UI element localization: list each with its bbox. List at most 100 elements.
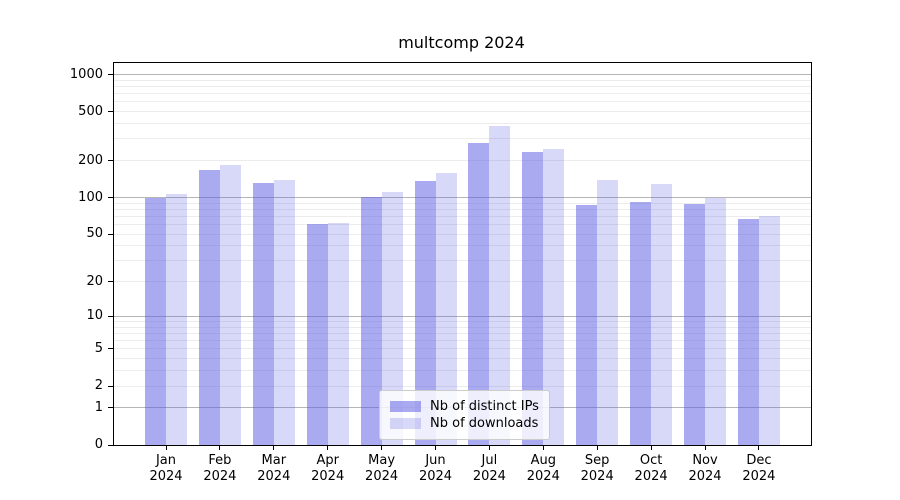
y-tick	[108, 281, 114, 283]
y-tick-label: 100	[78, 189, 103, 205]
bar-nb-of-distinct-ips	[630, 201, 652, 445]
gridline-minor	[114, 208, 811, 210]
gridline-minor	[114, 340, 811, 342]
x-tick	[650, 445, 652, 450]
bar-nb-of-distinct-ips	[252, 182, 274, 445]
gridline-minor	[114, 321, 811, 323]
y-tick-label: 20	[86, 273, 103, 289]
y-tick	[108, 74, 114, 76]
gridline-minor	[114, 385, 811, 387]
x-tick-year: 2024	[418, 468, 453, 484]
gridline-minor	[114, 358, 811, 360]
x-tick-year: 2024	[580, 468, 614, 484]
x-tick-label: Nov 2024	[675, 453, 735, 485]
y-tick	[108, 111, 114, 113]
x-tick-label: Jun 2024	[406, 453, 466, 485]
x-tick-year: 2024	[149, 468, 183, 484]
gridline-minor	[114, 202, 811, 204]
y-tick-label: 2	[94, 378, 103, 394]
x-tick-month: Nov	[692, 453, 718, 468]
x-tick	[381, 445, 383, 450]
bar-nb-of-distinct-ips	[145, 197, 166, 445]
bar-nb-of-downloads	[543, 148, 565, 445]
gridline-minor	[114, 281, 811, 283]
bar-nb-of-downloads	[327, 222, 349, 445]
y-tick-label: 5	[94, 340, 103, 356]
x-tick-year: 2024	[203, 468, 237, 484]
gridline-minor	[114, 245, 811, 247]
bar-nb-of-downloads	[489, 125, 511, 445]
bar-nb-of-downloads	[273, 179, 295, 445]
x-tick-month: Dec	[746, 453, 772, 468]
gridline-major	[114, 74, 811, 76]
bar-nb-of-downloads	[381, 192, 403, 445]
legend-swatch-icon	[390, 401, 421, 412]
x-tick-label: Aug 2024	[513, 453, 573, 485]
gridline-major	[114, 197, 811, 199]
bar-nb-of-distinct-ips	[684, 204, 705, 445]
gridline-minor	[114, 93, 811, 95]
x-tick-label: Sep 2024	[567, 453, 627, 485]
bar-nb-of-distinct-ips	[198, 169, 220, 445]
bar-nb-of-distinct-ips	[360, 196, 382, 445]
y-tick	[108, 233, 114, 235]
x-tick-month: Feb	[208, 453, 232, 468]
x-tick-label: Jan 2024	[136, 453, 196, 485]
gridline-minor	[114, 160, 811, 162]
x-tick-label: Dec 2024	[729, 453, 789, 485]
y-tick-label: 50	[86, 226, 103, 242]
gridline-minor	[114, 85, 811, 87]
bar-nb-of-distinct-ips	[468, 142, 490, 445]
bar-nb-of-downloads	[166, 194, 187, 445]
gridline-minor	[114, 332, 811, 334]
y-tick-label: 10	[86, 308, 103, 324]
bar-nb-of-downloads	[597, 179, 619, 445]
bar-nb-of-distinct-ips	[576, 204, 598, 445]
chart-title: multcomp 2024	[398, 33, 525, 52]
x-tick-year: 2024	[688, 468, 722, 484]
x-tick-month: Oct	[639, 453, 663, 468]
x-tick	[435, 445, 436, 450]
gridline-minor	[114, 123, 811, 125]
bar-nb-of-downloads	[758, 215, 780, 445]
x-tick	[488, 445, 490, 450]
x-tick-year: 2024	[257, 468, 291, 484]
bar-nb-of-downloads	[705, 197, 726, 445]
x-tick-month: Jul	[481, 453, 498, 468]
y-tick-label: 1	[94, 399, 103, 415]
x-tick-month: Apr	[316, 453, 339, 468]
x-tick-year: 2024	[365, 468, 399, 484]
gridline-minor	[114, 111, 811, 113]
x-tick	[165, 445, 167, 450]
y-tick-label: 1000	[69, 66, 103, 82]
x-tick	[219, 445, 221, 450]
gridline-minor	[114, 370, 811, 372]
gridline-minor	[114, 215, 811, 217]
legend-box: Nb of distinct IPs Nb of downloads	[379, 390, 550, 440]
x-tick-month: May	[368, 453, 396, 468]
x-tick-month: Sep	[584, 453, 610, 468]
bar-nb-of-downloads	[435, 172, 457, 445]
gridline-minor	[114, 138, 811, 140]
x-tick-label: Oct 2024	[621, 453, 681, 485]
bar-nb-of-downloads	[219, 164, 241, 445]
bar-nb-of-downloads	[651, 183, 673, 445]
x-tick-year: 2024	[472, 468, 506, 484]
bar-nb-of-distinct-ips	[306, 223, 328, 445]
legend-label: Nb of distinct IPs	[430, 399, 539, 414]
x-tick-label: Mar 2024	[244, 453, 304, 485]
y-tick	[108, 444, 114, 446]
gridline-minor	[114, 101, 811, 103]
x-tick	[758, 445, 760, 450]
y-tick-label: 0	[94, 437, 103, 452]
legend-item: Nb of distinct IPs	[390, 398, 539, 415]
x-tick-year: 2024	[634, 468, 668, 484]
x-tick-label: Jul 2024	[459, 453, 519, 485]
x-tick	[542, 445, 544, 450]
bar-nb-of-distinct-ips	[737, 218, 759, 445]
bar-nb-of-distinct-ips	[414, 180, 436, 445]
legend-swatch-icon	[390, 418, 421, 429]
x-tick-month: Jun	[425, 453, 446, 468]
gridline-major	[114, 315, 811, 317]
